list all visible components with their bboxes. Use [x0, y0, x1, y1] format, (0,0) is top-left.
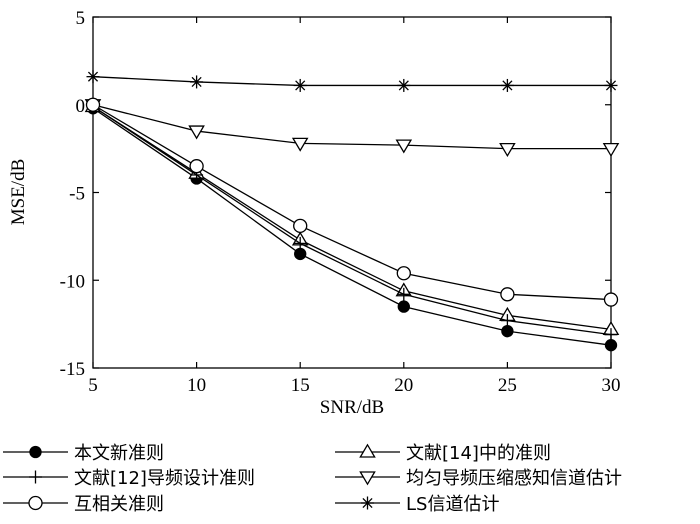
data-series — [84, 70, 620, 352]
data-point-triangle-down — [499, 142, 516, 158]
series-line — [92, 76, 611, 87]
series-line — [92, 107, 612, 346]
x-axis-title: SNR/dB — [320, 397, 384, 418]
x-tick-label: 20 — [394, 375, 413, 396]
asterisk-stroke — [398, 80, 409, 91]
data-point-asterisk — [86, 70, 100, 84]
legend-item: 文献[12]导频设计准则 — [3, 468, 255, 489]
y-tick-label: 5 — [76, 8, 86, 29]
series-1 — [84, 98, 620, 336]
data-point-asterisk — [293, 78, 307, 92]
axis-tick-labels: 5 10 15 20 25 30 5 0 -5 -10 -15 — [60, 8, 621, 396]
series-2 — [86, 100, 618, 342]
data-point-filled-circle — [501, 324, 514, 338]
plot-area-frame — [92, 16, 612, 369]
y-tick-label: -15 — [60, 359, 85, 380]
series-5 — [86, 70, 618, 92]
legend-label: 本文新准则 — [74, 443, 164, 464]
data-point-asterisk — [397, 78, 411, 92]
legend-item: 均匀导频压缩感知信道估计 — [335, 468, 622, 489]
y-tick-label: -10 — [60, 271, 85, 292]
axis-ticks — [92, 16, 612, 369]
data-point-asterisk — [604, 78, 618, 92]
data-point-asterisk — [500, 78, 514, 92]
data-point-triangle-down — [291, 137, 309, 152]
data-point-circle — [396, 266, 411, 281]
data-point-circle — [293, 218, 308, 233]
data-point-triangle-down — [359, 471, 376, 486]
y-tick-label: -5 — [69, 184, 85, 205]
legend-label: 均匀导频压缩感知信道估计 — [406, 468, 622, 489]
data-point-circle — [500, 287, 515, 302]
series-line — [92, 105, 612, 336]
series-0 — [86, 102, 618, 352]
series-3 — [84, 99, 620, 158]
legend-item: 文献[14]中的准则 — [335, 443, 551, 464]
data-point-plus — [397, 287, 411, 301]
data-point-circle — [189, 159, 204, 174]
series-line — [92, 104, 612, 301]
data-point-plus — [293, 236, 307, 250]
legend-item: LS信道估计 — [335, 494, 499, 515]
series-line — [92, 104, 611, 150]
x-tick-label: 15 — [291, 375, 310, 396]
legend-label: LS信道估计 — [406, 494, 499, 515]
data-point-circle — [85, 97, 101, 112]
data-point-triangle-down — [395, 139, 413, 154]
legend-item: 本文新准则 — [3, 443, 164, 464]
asterisk-stroke — [191, 76, 202, 87]
asterisk-stroke — [362, 497, 373, 509]
data-point-filled-circle — [397, 300, 410, 313]
data-point-asterisk — [361, 496, 374, 510]
data-point-asterisk — [190, 75, 204, 89]
data-point-circle — [28, 495, 43, 511]
data-point-filled-circle — [604, 339, 618, 352]
data-point-filled-circle — [29, 445, 42, 459]
x-tick-label: 5 — [88, 375, 98, 396]
asterisk-stroke — [502, 80, 513, 91]
legend-label: 文献[12]导频设计准则 — [74, 468, 255, 489]
asterisk-stroke — [87, 71, 99, 82]
series-4 — [85, 97, 619, 307]
data-point-triangle-up — [359, 443, 376, 458]
data-point-triangle-down — [602, 142, 620, 158]
data-point-plus — [604, 328, 618, 342]
data-point-circle — [603, 292, 619, 307]
y-tick-label: 0 — [76, 96, 86, 117]
legend-label: 文献[14]中的准则 — [406, 443, 551, 464]
y-axis-title: MSE/dB — [8, 159, 29, 226]
x-tick-label: 25 — [498, 375, 517, 396]
asterisk-stroke — [295, 80, 306, 91]
series-line — [92, 105, 612, 331]
legend-label: 互相关准则 — [74, 494, 164, 515]
data-point-filled-circle — [294, 247, 307, 261]
data-point-plus — [500, 314, 514, 328]
asterisk-stroke — [605, 80, 617, 91]
data-point-plus — [29, 470, 42, 484]
data-point-triangle-down — [188, 125, 205, 140]
x-tick-label: 30 — [602, 375, 621, 396]
legend-item: 互相关准则 — [3, 494, 164, 515]
x-tick-label: 10 — [187, 375, 206, 396]
